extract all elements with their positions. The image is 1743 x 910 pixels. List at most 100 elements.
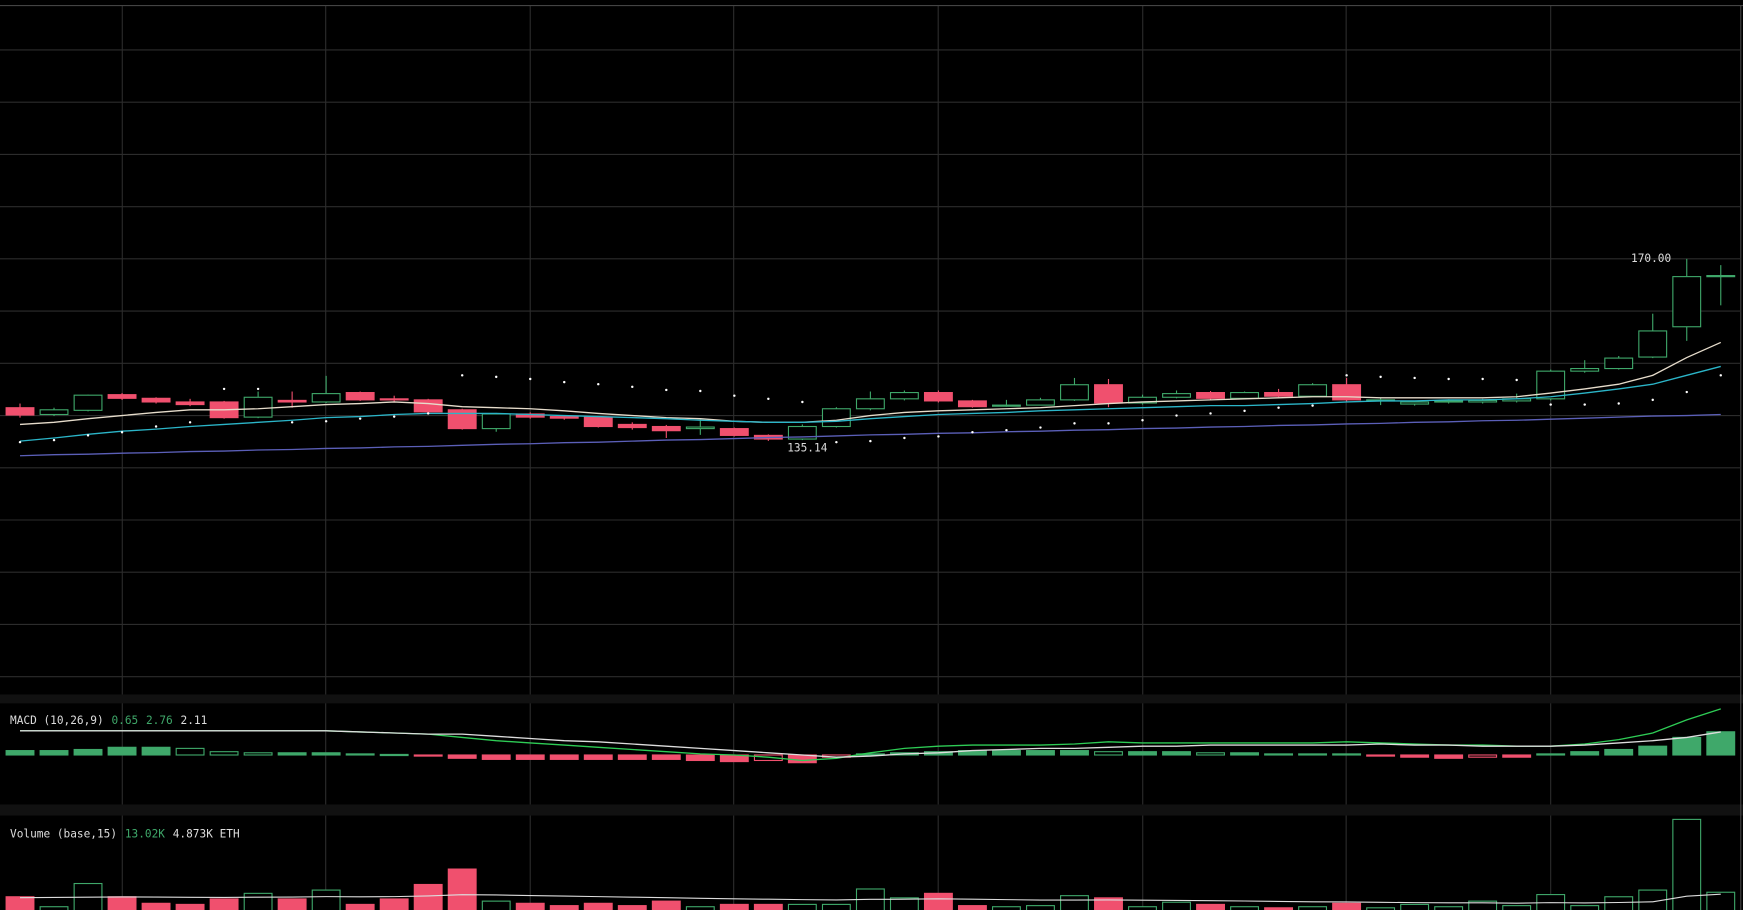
macd-histogram-bar bbox=[107, 746, 137, 756]
macd-histogram-bar bbox=[685, 754, 715, 762]
candle-body bbox=[651, 425, 681, 432]
sar-dot bbox=[597, 382, 600, 386]
sar-dot bbox=[733, 394, 736, 397]
volume-average-line bbox=[20, 893, 1721, 904]
sar-dot bbox=[222, 387, 226, 391]
candle-body bbox=[311, 393, 341, 403]
sar-dot bbox=[699, 389, 702, 393]
candle-body bbox=[787, 425, 817, 440]
macd-histogram-bar bbox=[583, 754, 613, 760]
macd-histogram-bar bbox=[413, 754, 443, 757]
macd-histogram-bar bbox=[1230, 752, 1260, 756]
sar-dot bbox=[1345, 374, 1348, 377]
sar-dot bbox=[903, 436, 906, 440]
macd-histogram-bar bbox=[1604, 748, 1634, 756]
indicator-value: 4.873K ETH bbox=[173, 827, 240, 840]
candle-body bbox=[1706, 275, 1736, 278]
volume-bar bbox=[685, 906, 715, 910]
sar-dot bbox=[1447, 377, 1450, 381]
sar-dot bbox=[1073, 422, 1076, 425]
volume-bar bbox=[1570, 905, 1600, 910]
volume-bar bbox=[583, 902, 613, 910]
sar-dot bbox=[1209, 412, 1212, 415]
sar-dot bbox=[358, 417, 362, 420]
volume-bar bbox=[1400, 903, 1430, 910]
volume-bar bbox=[243, 892, 273, 910]
macd-histogram-bar bbox=[1366, 754, 1396, 757]
sar-dot bbox=[563, 380, 566, 384]
sar-dot bbox=[86, 434, 90, 437]
volume-bar bbox=[753, 903, 783, 910]
candle-body bbox=[889, 392, 919, 400]
sar-dot bbox=[392, 415, 396, 418]
volume-bar bbox=[991, 906, 1021, 910]
volume-bar bbox=[1502, 905, 1532, 910]
candle-body bbox=[1638, 330, 1668, 358]
sar-dot bbox=[120, 431, 124, 434]
volume-bar bbox=[1128, 906, 1157, 910]
macd-histogram-bar bbox=[1332, 753, 1362, 756]
sar-dot bbox=[1481, 377, 1484, 381]
sar-dot bbox=[1107, 422, 1110, 425]
volume-bar bbox=[5, 896, 35, 910]
volume-bar bbox=[1094, 897, 1123, 910]
macd-line bbox=[20, 730, 1721, 758]
candle-body bbox=[583, 416, 613, 428]
indicator-name: Volume (base,15) bbox=[10, 827, 117, 840]
candle-body bbox=[73, 394, 103, 411]
candle-body bbox=[1094, 384, 1123, 404]
sar-dot bbox=[1243, 409, 1246, 413]
volume-bar bbox=[1638, 889, 1668, 910]
volume-bar bbox=[1162, 901, 1191, 910]
macd-histogram-bar bbox=[311, 752, 341, 756]
candle-body bbox=[481, 413, 511, 430]
candle-body bbox=[991, 404, 1021, 407]
volume-bar bbox=[957, 905, 987, 910]
volume-bar bbox=[787, 903, 817, 910]
volume-bar bbox=[413, 883, 443, 910]
macd-histogram-bar bbox=[175, 747, 205, 756]
candle-body bbox=[1264, 392, 1294, 397]
sar-dot bbox=[1651, 398, 1654, 402]
macd-histogram-bar bbox=[1162, 751, 1191, 756]
volume-bar bbox=[1604, 896, 1634, 910]
candle-body bbox=[821, 408, 851, 428]
candle-body bbox=[107, 394, 137, 399]
volume-bar bbox=[1434, 906, 1464, 910]
macd-histogram-bar bbox=[209, 751, 239, 756]
sar-dot bbox=[1175, 414, 1178, 417]
candle-body bbox=[1060, 384, 1089, 401]
candle-body bbox=[957, 400, 987, 408]
volume-bar bbox=[923, 892, 953, 910]
macd-histogram-bar bbox=[1570, 751, 1600, 756]
candle-body bbox=[141, 397, 171, 403]
macd-histogram-bar bbox=[1026, 750, 1055, 756]
macd-histogram-bar bbox=[617, 754, 647, 760]
candle-body bbox=[1230, 392, 1260, 399]
volume-bar bbox=[1672, 818, 1702, 910]
candle-body bbox=[1196, 392, 1225, 399]
candle-body bbox=[549, 416, 579, 419]
sar-dot bbox=[256, 387, 260, 391]
macd-histogram-bar bbox=[1502, 754, 1532, 758]
sar-dot bbox=[324, 420, 328, 423]
sar-dot bbox=[1583, 403, 1586, 406]
candle-body bbox=[175, 401, 205, 406]
time-grid bbox=[121, 5, 1552, 910]
macd-histogram-bar bbox=[1264, 753, 1294, 756]
pane-separator bbox=[0, 804, 1743, 816]
candle-body bbox=[1604, 357, 1634, 370]
volume-bar bbox=[1366, 907, 1396, 910]
indicator-legend: MACD (10,26,9) 0.65 2.76 2.11 bbox=[10, 714, 207, 727]
volume-bar bbox=[209, 898, 239, 910]
macd-histogram-bar bbox=[243, 752, 273, 756]
macd-histogram-bar bbox=[1196, 752, 1225, 756]
pane-separator bbox=[0, 694, 1743, 704]
macd-histogram-bar bbox=[73, 748, 103, 756]
macd-histogram-bar bbox=[549, 754, 579, 760]
volume-bar bbox=[1230, 906, 1260, 910]
sar-dot bbox=[1379, 375, 1382, 379]
sar-dot bbox=[494, 375, 498, 379]
volume-bar bbox=[719, 903, 749, 910]
